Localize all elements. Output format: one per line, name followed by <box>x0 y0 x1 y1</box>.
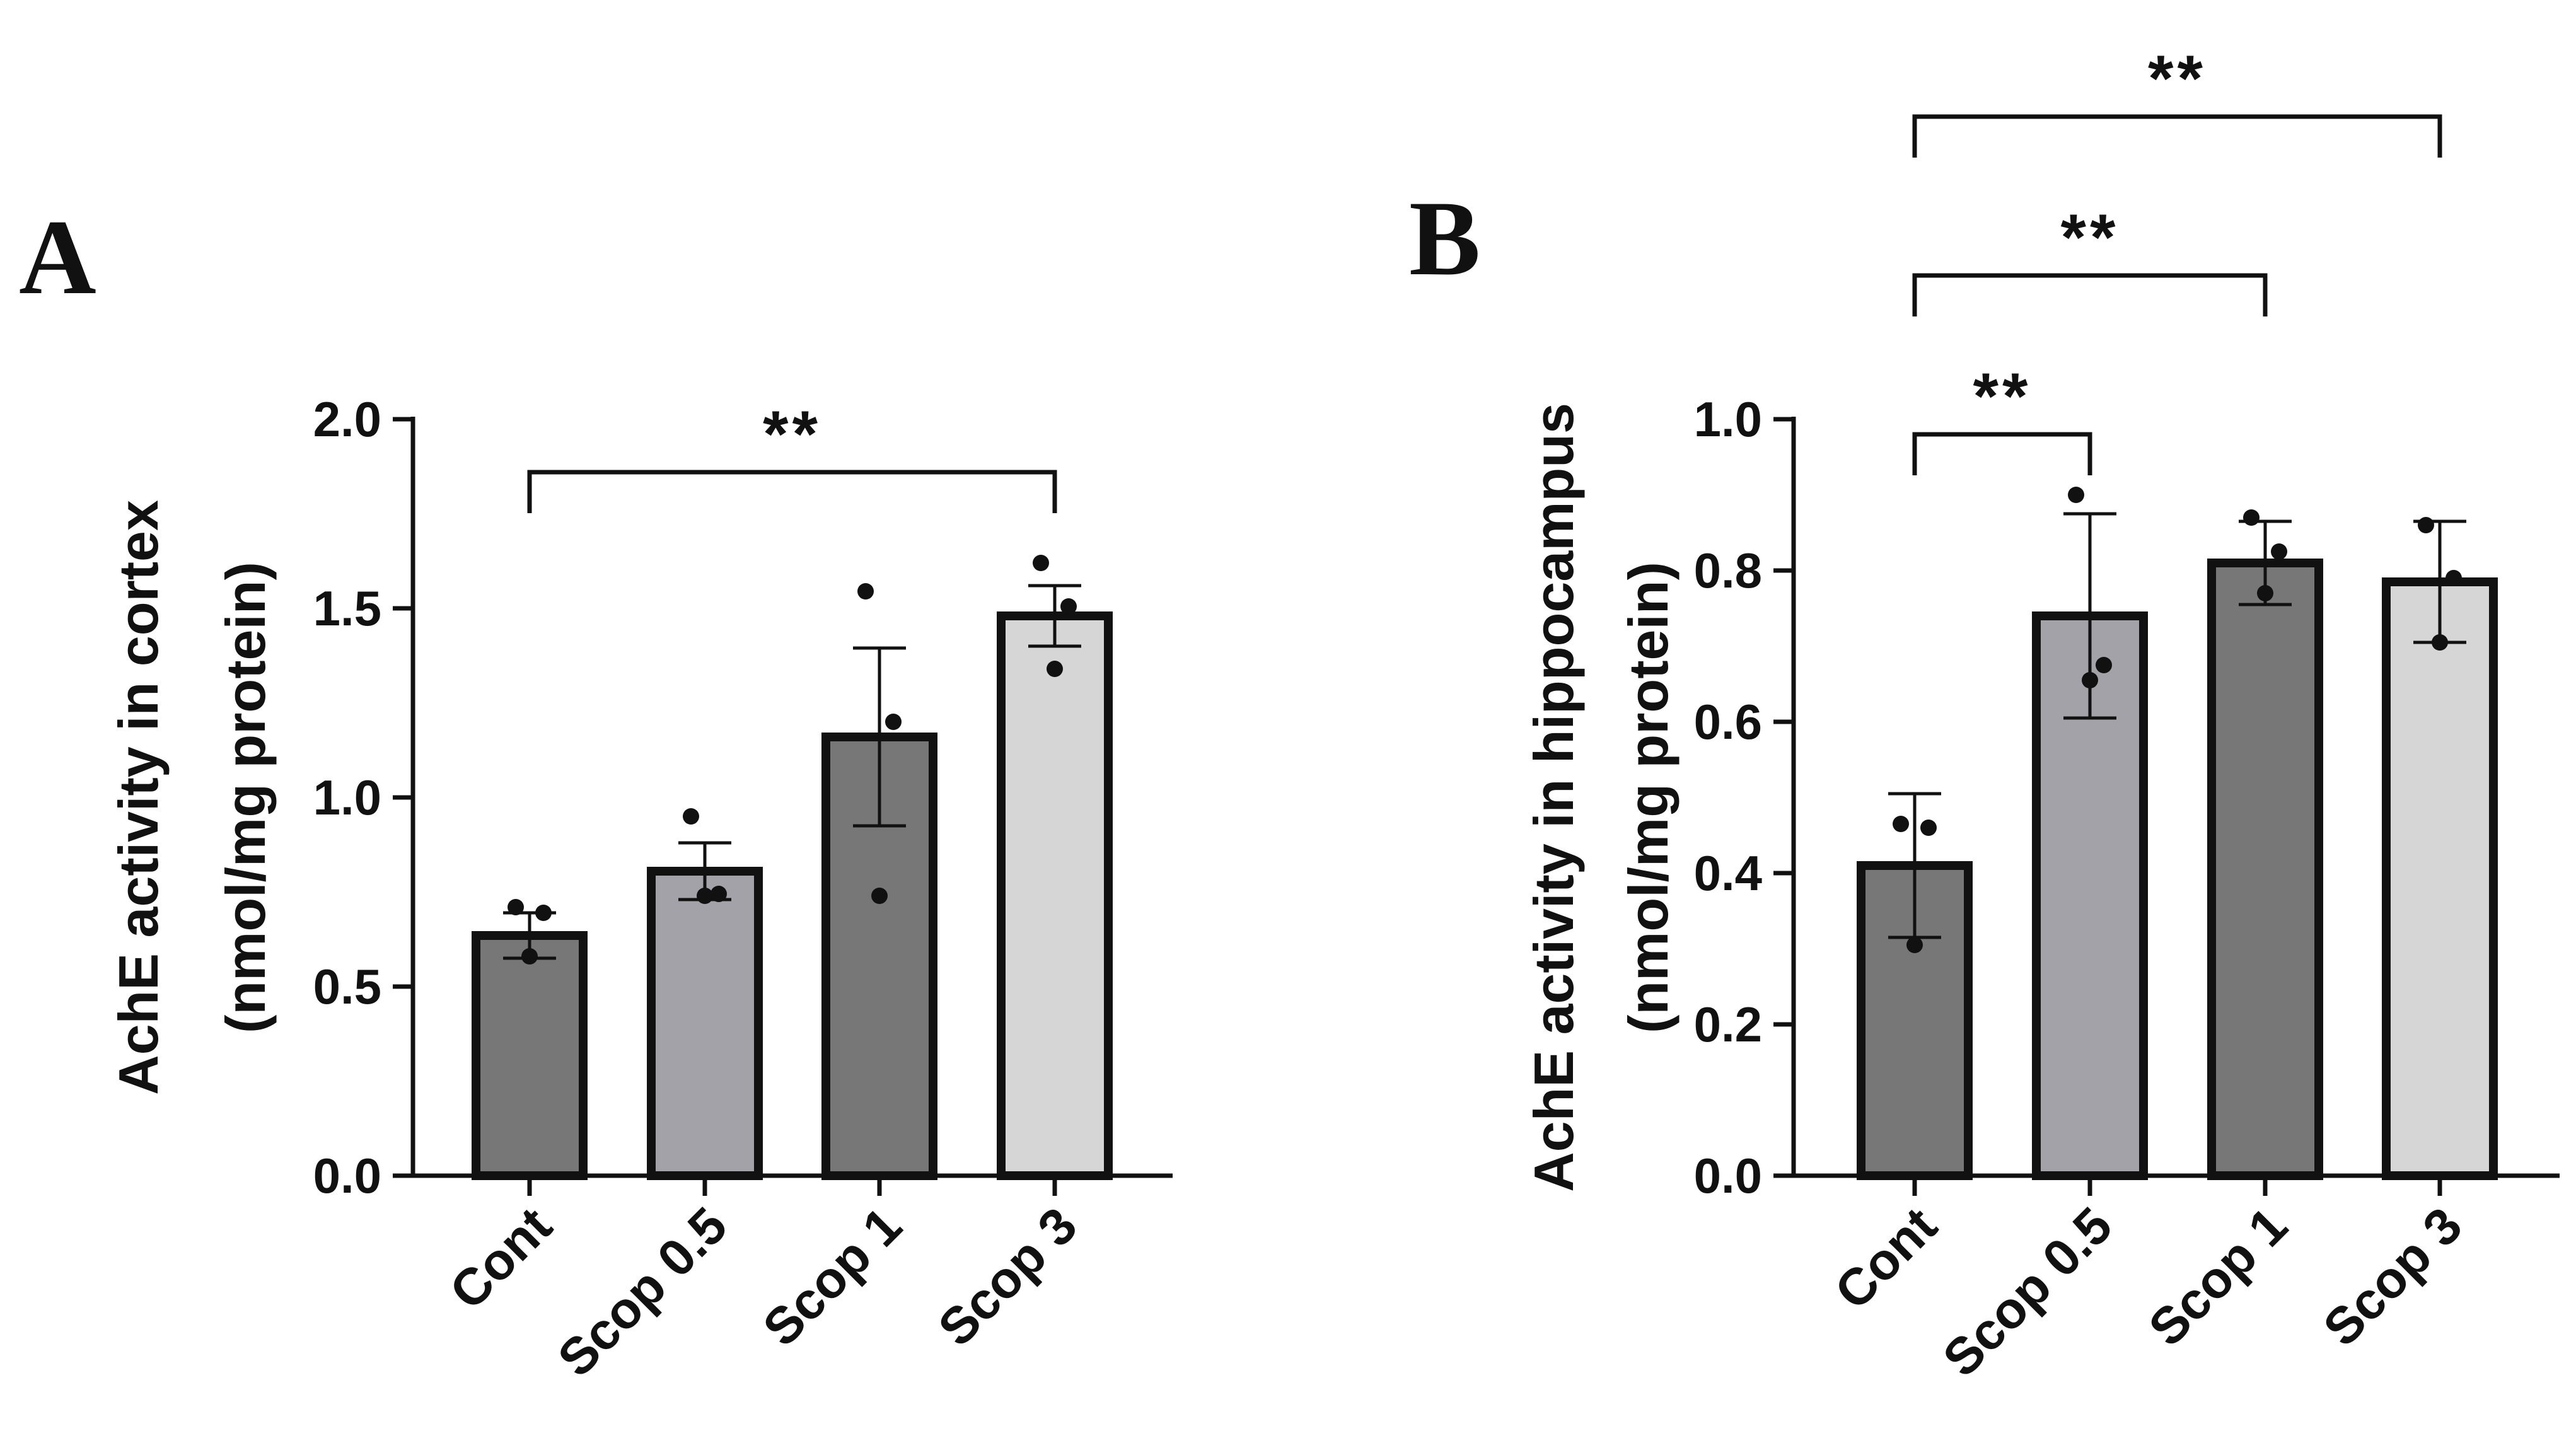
data-point-4-2 <box>1060 598 1077 615</box>
y-axis-title-line-2: (nmol/mg protein) <box>214 562 277 1033</box>
bar-1 <box>472 931 588 1180</box>
data-point-4-1 <box>1033 555 1049 571</box>
y-tick-label-4: 0.6 <box>1694 694 1762 750</box>
x-tick-label-2: Scop 0.5 <box>547 1196 738 1388</box>
x-tick-label-1: Cont <box>439 1196 562 1320</box>
x-tick-label-2: Scop 0.5 <box>1932 1196 2123 1388</box>
bar-2 <box>647 867 763 1180</box>
data-point-3-3 <box>2257 585 2273 601</box>
x-tick-label-4: Scop 3 <box>927 1196 1088 1357</box>
x-tick-label-3: Scop 1 <box>752 1196 912 1357</box>
y-tick-label-6: 1.0 <box>1694 391 1762 447</box>
data-point-2-3 <box>697 888 713 904</box>
significance-label-1: ** <box>763 398 821 471</box>
significance-bracket-1 <box>527 470 1057 513</box>
data-point-3-2 <box>885 714 902 730</box>
data-point-2-1 <box>2068 487 2084 503</box>
data-point-2-2 <box>711 886 727 902</box>
data-point-1-2 <box>535 905 552 921</box>
significance-label-1: ** <box>1973 360 2032 433</box>
y-tick-label-3: 1.0 <box>313 770 381 825</box>
y-tick-label-2: 0.2 <box>1694 997 1762 1052</box>
significance-label-2: ** <box>2061 201 2120 274</box>
x-tick-label-3: Scop 1 <box>2138 1196 2298 1357</box>
data-point-4-2 <box>2445 570 2462 586</box>
bar-4 <box>2382 577 2498 1180</box>
data-point-4-3 <box>1047 661 1063 677</box>
data-point-2-2 <box>2096 657 2112 673</box>
y-tick-label-4: 1.5 <box>313 581 381 636</box>
panel-letter-a: A <box>19 198 96 316</box>
y-tick-label-2: 0.5 <box>313 959 381 1014</box>
y-tick-label-5: 2.0 <box>313 391 381 447</box>
y-tick-label-3: 0.4 <box>1694 845 1762 901</box>
x-tick-label-1: Cont <box>1824 1196 1947 1320</box>
y-axis-title-line-1: AchE activity in hippocampus <box>1523 403 1585 1192</box>
data-point-1-1 <box>508 899 524 915</box>
data-point-3-2 <box>2271 543 2287 560</box>
bar-4 <box>997 611 1113 1180</box>
y-tick-label-1: 0.0 <box>313 1148 381 1203</box>
bar-3 <box>2207 559 2323 1180</box>
data-point-2-3 <box>2082 672 2098 688</box>
data-point-2-1 <box>683 808 699 825</box>
panel-letter-b: B <box>1409 179 1480 298</box>
data-point-4-1 <box>2418 517 2434 533</box>
y-axis-title-line-1: AchE activity in cortex <box>107 500 170 1095</box>
data-point-1-3 <box>1906 937 1923 953</box>
x-tick-label-4: Scop 3 <box>2312 1196 2473 1357</box>
significance-bracket-1 <box>1912 432 2092 475</box>
significance-bracket-3 <box>1912 114 2442 158</box>
y-axis-title-line-2: (nmol/mg protein) <box>1617 562 1680 1033</box>
data-point-3-3 <box>871 888 888 904</box>
data-point-1-2 <box>1920 820 1937 836</box>
data-point-3-1 <box>857 583 874 600</box>
y-tick-label-1: 0.0 <box>1694 1148 1762 1203</box>
data-point-3-1 <box>2243 509 2260 526</box>
y-tick-label-5: 0.8 <box>1694 543 1762 598</box>
significance-label-3: ** <box>2148 42 2207 115</box>
data-point-1-1 <box>1893 816 1909 832</box>
data-point-1-3 <box>521 948 538 965</box>
data-point-4-3 <box>2432 634 2448 651</box>
significance-bracket-2 <box>1912 273 2268 316</box>
